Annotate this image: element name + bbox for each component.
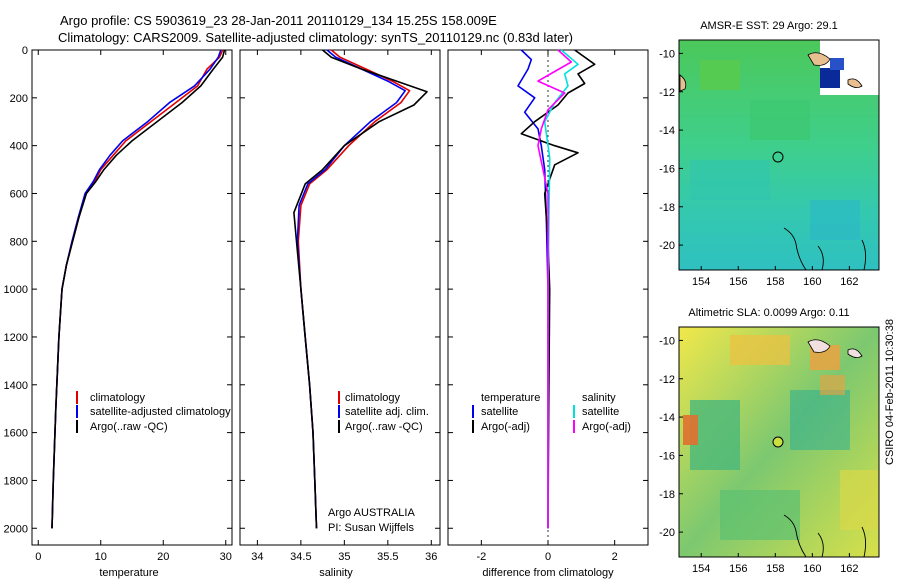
map-ytick-label: -18 (659, 202, 675, 214)
difference-xtick-label: 0 (545, 551, 551, 563)
legend-label-climatology: climatology (90, 392, 146, 404)
figure-title-line1: Argo profile: CS 5903619_23 28-Jan-2011 … (60, 13, 497, 28)
legend-label-temp-argo: Argo(-adj) (481, 421, 530, 433)
depth-tick-label: 0 (22, 45, 28, 57)
map-ytick-label: -16 (659, 163, 675, 175)
depth-tick-label: 1600 (4, 428, 28, 440)
sst-map: AMSR-E SST: 29 Argo: 29.1 154 156 158 160 16… (659, 20, 880, 288)
salinity-xtick-label: 36 (425, 551, 437, 563)
island-shape (807, 52, 831, 66)
depth-tick-label: 2000 (4, 523, 28, 535)
legend-label-satellite: satellite-adjusted climatology (90, 406, 231, 418)
data-lines (51, 49, 596, 545)
map-ytick-label: -16 (659, 450, 675, 462)
legend-label-sal-satellite: satellite (582, 406, 619, 418)
map-ytick-label: -14 (659, 412, 675, 424)
coastline (783, 227, 807, 270)
temperature-series-line (51, 49, 226, 529)
salinity-series-line (297, 49, 411, 529)
sst-cold-patch (820, 68, 840, 88)
map-xtick-label: 160 (803, 563, 821, 575)
depth-tick-label: 800 (10, 236, 28, 248)
sla-map-title: Altimetric SLA: 0.0099 Argo: 0.11 (688, 307, 849, 319)
map-ytick-label: -20 (659, 240, 675, 252)
sla-map: Altimetric SLA: 0.0099 Argo: 0.11 154 156… (659, 307, 880, 575)
depth-tick-label: 1200 (4, 332, 28, 344)
difference-series-line (537, 49, 573, 529)
figure-title-line2: Climatology: CARS2009. Satellite-adjuste… (58, 30, 573, 45)
depth-tick-label: 1400 (4, 380, 28, 392)
sst-map-title: AMSR-E SST: 29 Argo: 29.1 (700, 20, 838, 32)
map-ytick-label: -10 (659, 335, 675, 347)
sst-map-ticks: 154 156 158 160 162 -10 -12 -14 -16 -18 -20 (659, 48, 858, 288)
sla-map-ticks: 154 156 158 160 162 -10 -12 -14 -16 -18 -20 (659, 335, 858, 575)
map-xtick-label: 158 (766, 563, 784, 575)
difference-legend: temperature satellite Argo(-adj) salinit… (472, 392, 631, 433)
legend-label-satellite: satellite adj. clim. (345, 406, 429, 418)
argo-location-marker (772, 151, 784, 163)
salinity-legend: climatology satellite adj. clim. Argo(..… (328, 391, 429, 534)
depth-tick-label: 1000 (4, 284, 28, 296)
temperature-xtick-label: 30 (220, 551, 232, 563)
map-xtick-label: 154 (692, 276, 710, 288)
map-ytick-label: -12 (659, 374, 675, 386)
salinity-xtick-label: 35.5 (377, 551, 398, 563)
salinity-xlabel: salinity (319, 567, 353, 579)
temperature-series-line (51, 49, 222, 529)
axis-ticks: 0 10 20 30020040060080010001200140016001800… (4, 45, 648, 563)
legend-label-climatology: climatology (345, 392, 401, 404)
difference-xlabel: difference from climatology (482, 567, 614, 579)
side-credit: CSIRO 04-Feb-2011 10:30:38 (884, 319, 896, 465)
legend-label-argo: Argo(..raw -QC) (345, 421, 423, 433)
temperature-xtick-label: 20 (157, 551, 169, 563)
legend-label-temp-satellite: satellite (481, 406, 518, 418)
temperature-series-line (51, 49, 224, 529)
map-xtick-label: 156 (729, 276, 747, 288)
difference-xtick-label: 2 (612, 551, 618, 563)
depth-tick-label: 600 (10, 188, 28, 200)
map-xtick-label: 160 (803, 276, 821, 288)
sla-warm-patch (683, 415, 698, 445)
sst-map-frame (678, 39, 880, 271)
temperature-xtick-label: 10 (95, 551, 107, 563)
salinity-xtick-label: 35 (338, 551, 350, 563)
legend-label-sal-argo: Argo(-adj) (582, 421, 631, 433)
legend-label-argo: Argo(..raw -QC) (90, 421, 168, 433)
temperature-axes (31, 49, 233, 546)
map-ytick-label: -10 (659, 48, 675, 60)
map-xtick-label: 162 (840, 276, 858, 288)
temperature-legend: climatology satellite-adjusted climatolo… (76, 391, 231, 433)
salinity-xtick-label: 34 (251, 551, 263, 563)
annotation-argo-australia: Argo AUSTRALIA (328, 507, 415, 519)
map-xtick-label: 158 (766, 276, 784, 288)
annotation-pi: PI: Susan Wijffels (328, 522, 414, 534)
salinity-xtick-label: 34.5 (290, 551, 311, 563)
map-ytick-label: -14 (659, 125, 675, 137)
temperature-xlabel: temperature (99, 567, 158, 579)
legend-label-salinity: salinity (582, 392, 616, 404)
depth-tick-label: 400 (10, 141, 28, 153)
sla-map-frame (678, 326, 880, 558)
map-xtick-label: 154 (692, 563, 710, 575)
salinity-axes (239, 49, 441, 546)
map-ytick-label: -20 (659, 527, 675, 539)
difference-xtick-label: -2 (476, 551, 486, 563)
depth-tick-label: 200 (10, 93, 28, 105)
map-xtick-label: 156 (729, 563, 747, 575)
map-ytick-label: -18 (659, 489, 675, 501)
temperature-xtick-label: 0 (35, 551, 41, 563)
salinity-series-line (293, 49, 428, 529)
map-ytick-label: -12 (659, 87, 675, 99)
legend-label-temperature: temperature (481, 392, 540, 404)
argo-location-marker (772, 436, 784, 448)
depth-tick-label: 1800 (4, 475, 28, 487)
map-xtick-label: 162 (840, 563, 858, 575)
